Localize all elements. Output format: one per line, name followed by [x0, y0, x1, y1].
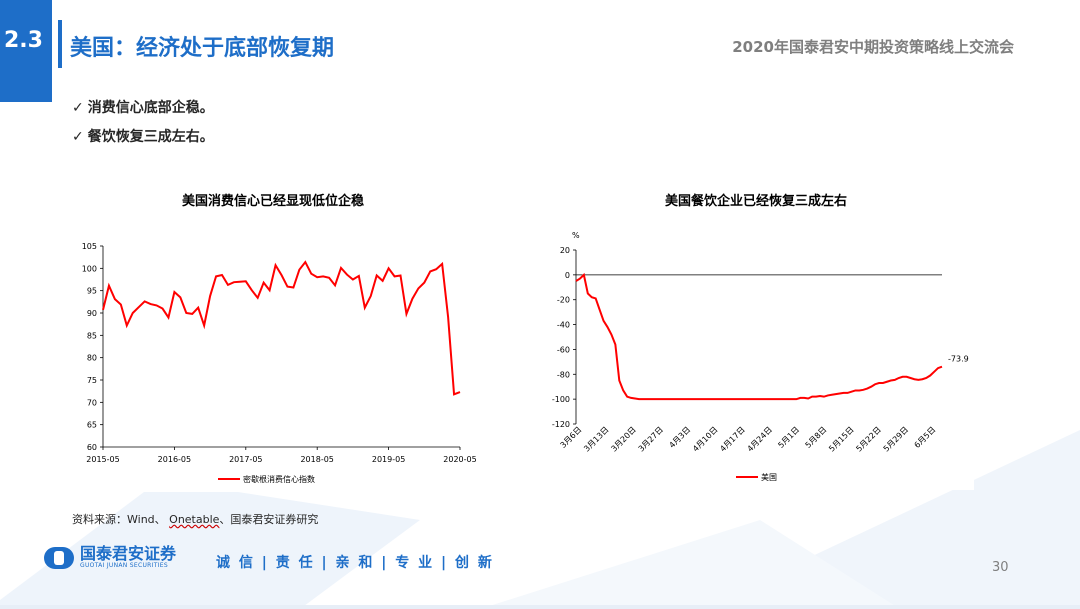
- source-onetable: Onetable: [169, 513, 220, 526]
- conference-title: 2020年国泰君安中期投资策略线上交流会: [732, 38, 1014, 56]
- logo-text-cn: 国泰君安证券: [80, 544, 177, 563]
- chart1-panel: 60 65 70 75 80 85 90 95 100 105 2015-05 2016-05 2017…: [68, 210, 478, 492]
- section-number: 2.3: [4, 28, 43, 53]
- check-icon: ✓: [72, 129, 84, 145]
- chart2-series-line: [575, 272, 943, 401]
- check-icon: ✓: [72, 100, 84, 116]
- chart2-x-tick-label: 5月29日: [882, 425, 910, 453]
- chart1-series-line: [102, 260, 461, 396]
- chart2-x-tick-label: 6月5日: [913, 425, 938, 450]
- chart1-y-tick-label: 100: [82, 264, 97, 273]
- chart2-x-tick-label: 3月27日: [637, 425, 665, 453]
- chart1-y-tick-label: 85: [87, 331, 97, 340]
- title-accent-bar: [58, 20, 62, 68]
- bullet-text: 消费信心底部企稳。: [87, 100, 214, 116]
- chart2-x-tick-label: 4月3日: [667, 425, 692, 450]
- bullet-item: ✓ 餐饮恢复三成左右。: [72, 126, 214, 146]
- logo-text-en: GUOTAI JUNAN SECURITIES: [80, 562, 168, 569]
- chart2-y-tick-label: -20: [557, 296, 570, 305]
- chart2-panel: % -120 -100 -80 -60 -40 -20 0 20 3月6日 3月13日 3月20日 3月…: [538, 214, 974, 490]
- chart2-y-unit-label: %: [572, 231, 580, 240]
- chart1-y-tick-label: 60: [87, 443, 97, 452]
- chart2-y-tick-label: 0: [565, 271, 570, 280]
- chart1-y-tick-label: 65: [87, 421, 97, 430]
- chart1-title: 美国消费信心已经显现低位企稳: [181, 194, 364, 209]
- chart2-x-tick-label: 3月13日: [582, 425, 610, 453]
- chart2-x-tick-label: 5月15日: [827, 425, 855, 453]
- chart2-x-tick-label: 4月17日: [718, 425, 746, 453]
- chart1-y-tick-label: 75: [87, 376, 97, 385]
- chart2-end-value-label: -73.9: [948, 355, 969, 364]
- chart2-y-tick-label: 20: [560, 246, 570, 255]
- chart1-x-tick-label: 2018-05: [300, 455, 333, 464]
- chart2-x-tick-label: 3月20日: [609, 425, 637, 453]
- chart1-svg: 60 65 70 75 80 85 90 95 100 105 2015-05 2016-05 2017…: [82, 242, 477, 484]
- logo-mark-icon: [44, 546, 74, 569]
- page-number: 30: [992, 560, 1009, 575]
- section-number-box: 2.3: [0, 0, 52, 102]
- page-title: 美国：经济处于底部恢复期: [70, 36, 335, 61]
- chart1-y-tick-label: 80: [87, 354, 97, 363]
- chart2-y-tick-label: -80: [557, 370, 570, 379]
- chart1-x-tick-label: 2017-05: [229, 455, 262, 464]
- chart2-x-tick-label: 4月24日: [746, 425, 774, 453]
- chart1-y-tick-label: 105: [82, 242, 97, 251]
- chart1-legend-label: 密歇根消费信心指数: [243, 474, 315, 484]
- chart1-y-tick-label: 70: [87, 398, 97, 407]
- chart2-legend-label: 美国: [761, 472, 777, 482]
- chart2-y-tick-label: -40: [557, 321, 570, 330]
- source-prefix: 资料来源：Wind、: [72, 513, 170, 526]
- chart1-y-tick-label: 90: [87, 309, 97, 318]
- chart2-svg: %-120-100-80-60-40-200203月6日3月13日3月20日3月…: [552, 231, 969, 482]
- chart1-y-tick-label: 95: [87, 287, 97, 296]
- chart2-title: 美国餐饮企业已经恢复三成左右: [664, 194, 847, 209]
- chart1-x-tick-label: 2015-05: [86, 455, 119, 464]
- chart2-x-tick-label: 5月1日: [776, 425, 801, 450]
- chart2-y-tick-label: -120: [552, 420, 570, 429]
- chart2-x-tick-label: 4月10日: [691, 425, 719, 453]
- slogan: 诚 信 | 责 任 | 亲 和 | 专 业 | 创 新: [216, 555, 494, 571]
- chart2-y-tick-label: -100: [552, 395, 570, 404]
- company-logo: 国泰君安证券 GUOTAI JUNAN SECURITIES: [44, 546, 176, 569]
- bullet-item: ✓ 消费信心底部企稳。: [72, 97, 214, 117]
- bullet-text: 餐饮恢复三成左右。: [87, 129, 214, 145]
- bullet-list: ✓ 消费信心底部企稳。 ✓ 餐饮恢复三成左右。: [72, 97, 214, 155]
- source-note: 资料来源：Wind、 Onetable、国泰君安证券研究: [72, 511, 318, 527]
- chart2-x-tick-label: 5月8日: [804, 425, 829, 450]
- chart1-x-tick-label: 2020-05: [443, 455, 476, 464]
- chart1-x-tick-label: 2019-05: [372, 455, 405, 464]
- chart2-y-tick-label: -60: [557, 345, 570, 354]
- chart1-x-tick-label: 2016-05: [158, 455, 191, 464]
- chart2-x-tick-label: 5月22日: [854, 425, 882, 453]
- source-suffix: 、国泰君安证券研究: [219, 513, 319, 526]
